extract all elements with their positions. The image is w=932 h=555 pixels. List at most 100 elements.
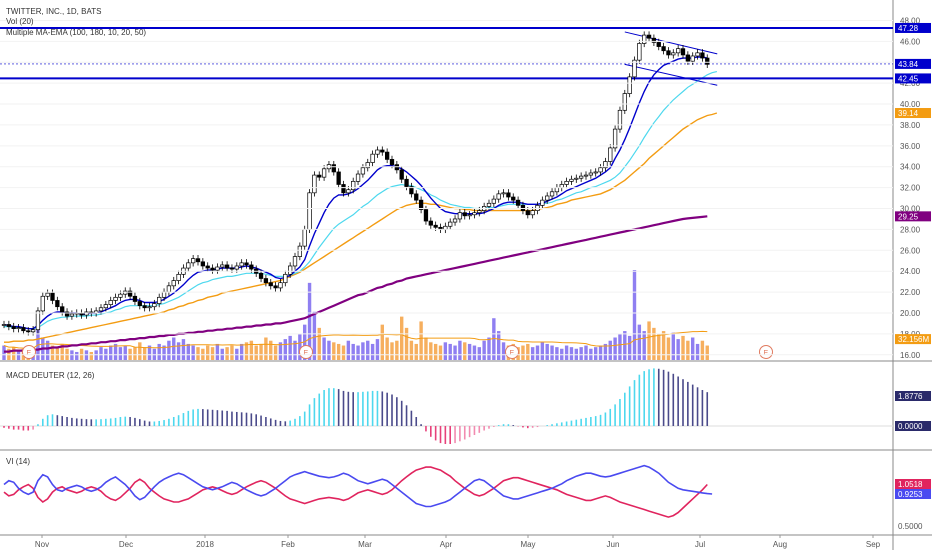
candle-body [356, 174, 360, 181]
candle-body [230, 268, 234, 269]
candle-body [642, 35, 646, 43]
macd-bar [488, 426, 490, 429]
macd-bar [561, 422, 563, 426]
macd-bar [401, 401, 403, 426]
volume-bar [676, 339, 679, 360]
macd-legend: MACD DEUTER (12, 26) [6, 371, 95, 380]
price-tick-label: 40.00 [900, 100, 921, 109]
candle-body [109, 300, 113, 304]
volume-bar [255, 346, 258, 360]
candle-body [647, 35, 651, 38]
macd-bar [275, 420, 277, 426]
price-tag-label: 42.45 [898, 74, 919, 83]
candle-body [143, 306, 147, 308]
price-tag-label: 47.28 [898, 24, 919, 33]
volume-bar [623, 331, 626, 360]
candle-body [17, 328, 21, 329]
candle-body [676, 49, 680, 53]
x-tick-label: Mar [358, 540, 372, 549]
macd-bar [372, 391, 374, 426]
macd-bar [163, 420, 165, 426]
candle-body [153, 304, 157, 307]
candle-body [657, 42, 661, 46]
candle-body [317, 175, 321, 177]
candle-body [453, 219, 457, 222]
candle-body [201, 262, 205, 266]
macd-bar [435, 426, 437, 440]
macd-bar [614, 404, 616, 426]
macd-bar [508, 424, 510, 426]
volume-bar [124, 346, 127, 360]
candle-body [672, 53, 676, 55]
macd-bar [386, 393, 388, 426]
macd-bar [537, 426, 539, 427]
price-tag-label: 29.25 [898, 212, 919, 221]
volume-bar [453, 346, 456, 360]
macd-bar [343, 391, 345, 426]
candle-body [148, 307, 152, 308]
candle-body [696, 53, 700, 56]
macd-bar [144, 421, 146, 426]
macd-bar [37, 424, 39, 426]
macd-bar [459, 426, 461, 441]
candle-body [463, 213, 467, 216]
volume-bar [269, 341, 272, 360]
vi-tag-label: 1.0518 [898, 480, 923, 489]
price-tick-label: 36.00 [900, 142, 921, 151]
volume-bar [376, 339, 379, 360]
macd-bar [173, 417, 175, 426]
vi-tick-label: 0.5000 [898, 522, 923, 531]
price-tag-label: 32.156M [898, 335, 929, 344]
volume-bar [182, 339, 185, 360]
x-tick-label: Sep [866, 540, 881, 549]
macd-bar [619, 399, 621, 426]
volume-bar [109, 346, 112, 360]
volume-bar [536, 346, 539, 360]
candle-body [473, 213, 477, 215]
candle-body [196, 259, 200, 262]
candle-body [618, 110, 622, 129]
volume-bar [99, 347, 102, 360]
volume-bar [681, 336, 684, 360]
candle-body [400, 170, 404, 179]
volume-bar [172, 338, 175, 361]
x-tick-label: Apr [440, 540, 453, 549]
candle-body [46, 293, 50, 296]
macd-bar [677, 377, 679, 427]
x-tick-label: Aug [773, 540, 787, 549]
candle-body [347, 190, 351, 193]
macd-bar [265, 417, 267, 426]
candle-body [613, 129, 617, 148]
price-tick-label: 32.00 [900, 184, 921, 193]
candle-body [594, 172, 598, 173]
candle-body [570, 179, 574, 181]
volume-bar [521, 346, 524, 360]
candle-body [85, 312, 89, 315]
candle-body [216, 267, 220, 270]
macd-bar [493, 426, 495, 427]
macd-bar [23, 426, 25, 431]
macd-bar [42, 419, 44, 426]
volume-bar [191, 346, 194, 360]
macd-bar [251, 413, 253, 426]
candle-body [628, 77, 632, 94]
candle-body [424, 210, 428, 221]
candle-body [395, 165, 399, 170]
macd-bar [706, 392, 708, 426]
macd-bar [357, 392, 359, 426]
volume-bar [400, 317, 403, 360]
candle-body [36, 311, 40, 330]
macd-bar [590, 417, 592, 426]
macd-bar [314, 398, 316, 426]
macd-bar [3, 426, 5, 428]
macd-bar [309, 404, 311, 426]
volume-bar [672, 333, 675, 360]
volume-bar [565, 346, 568, 360]
candle-body [371, 154, 375, 162]
macd-bar [682, 379, 684, 426]
macd-bar [411, 411, 413, 426]
candle-body [550, 192, 554, 196]
volume-bar [584, 346, 587, 360]
macd-bar [328, 388, 330, 426]
